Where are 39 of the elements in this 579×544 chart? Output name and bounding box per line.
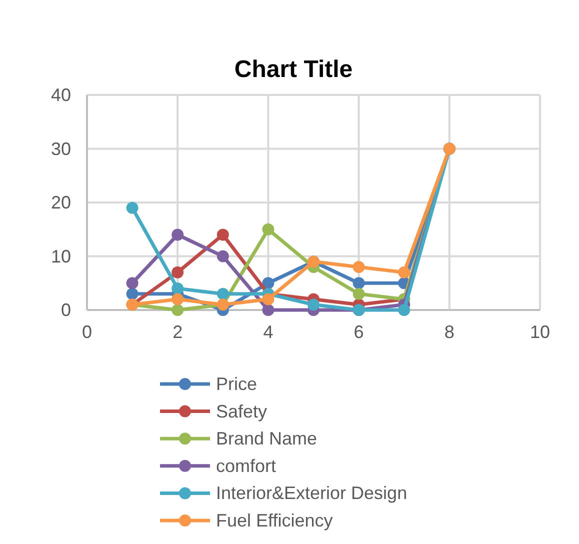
point [398, 266, 410, 278]
y-tick-label: 30 [50, 138, 71, 159]
legend-label: comfort [216, 456, 276, 476]
legend-label: Safety [216, 401, 268, 422]
y-tick-label: 10 [50, 246, 71, 266]
x-tick-label: 4 [263, 322, 274, 342]
point [308, 298, 320, 311]
legend-label: Fuel Efficiency [216, 510, 333, 530]
point [172, 293, 184, 306]
point [172, 304, 184, 316]
x-tick-label: 6 [354, 322, 364, 342]
legend-label: Price [216, 374, 258, 394]
point [216, 228, 229, 241]
point [352, 277, 365, 290]
point [262, 304, 274, 316]
legend-label: Brand Name [216, 428, 318, 449]
point [126, 288, 138, 300]
point [172, 266, 184, 278]
point [352, 261, 365, 273]
x-tick-label: 10 [530, 322, 550, 342]
x-tick-label: 0 [82, 322, 92, 342]
point [352, 288, 365, 300]
point [126, 277, 138, 290]
y-tick-label: 40 [50, 85, 71, 105]
x-tick-label: 2 [172, 322, 183, 342]
y-tick-label: 0 [60, 300, 71, 320]
point [216, 250, 229, 262]
legend-label: Interior&Exterior Design [216, 483, 408, 504]
point [216, 288, 229, 300]
point [262, 293, 274, 306]
point [126, 202, 138, 214]
x-tick-label: 8 [444, 322, 454, 342]
point [172, 282, 184, 294]
point [172, 228, 184, 241]
y-tick-label: 20 [50, 192, 71, 212]
point [398, 304, 410, 316]
chart-title: Chart Title [234, 56, 353, 83]
point [262, 223, 274, 236]
point [262, 277, 274, 290]
